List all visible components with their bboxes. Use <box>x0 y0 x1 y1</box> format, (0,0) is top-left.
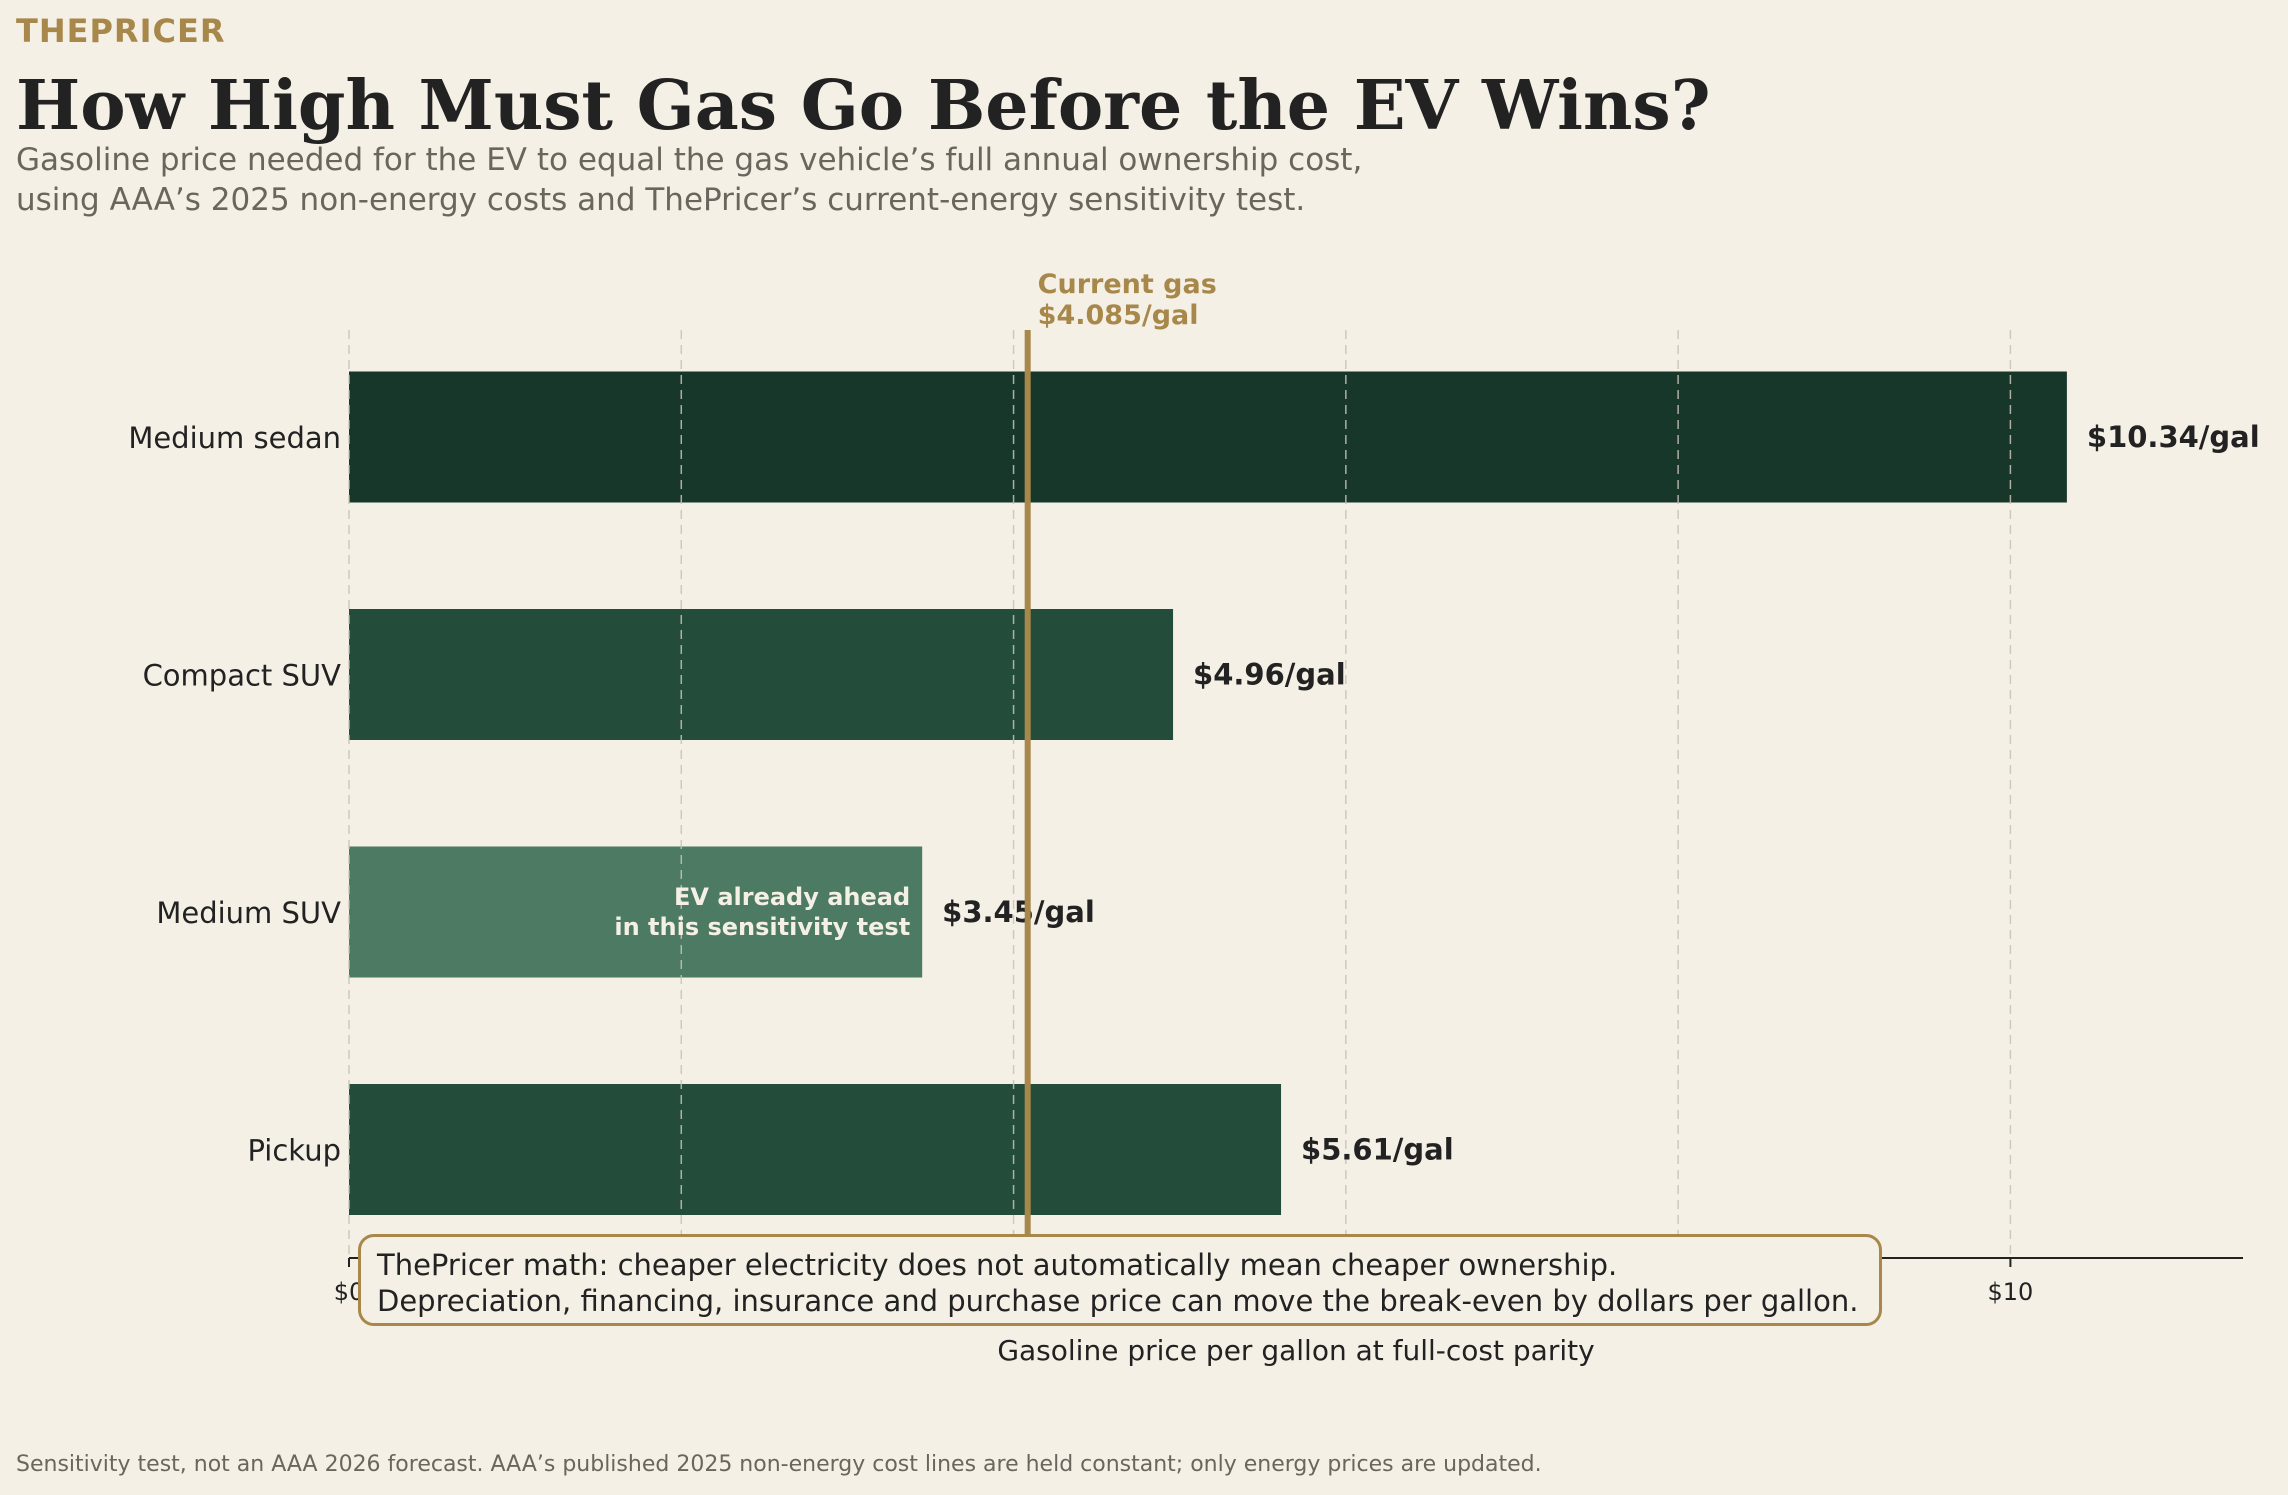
current-gas-label: Current gas <box>1038 269 1217 300</box>
category-label: Medium sedan <box>128 421 341 455</box>
value-label: $10.34/gal <box>2087 420 2260 454</box>
bar-annotation-line-2: in this sensitivity test <box>614 913 910 941</box>
brand-label: THEPRICER <box>16 12 226 50</box>
bar <box>349 1084 1282 1215</box>
category-label: Pickup <box>247 1134 341 1168</box>
value-label: $3.45/gal <box>942 895 1095 929</box>
callout-box: ThePricer math: cheaper electricity does… <box>358 1234 1882 1326</box>
value-label: $4.96/gal <box>1193 658 1346 692</box>
x-axis-label: Gasoline price per gallon at full-cost p… <box>997 1334 1594 1367</box>
x-tick-label: $10 <box>1987 1278 2033 1306</box>
bar <box>349 371 2067 503</box>
chart-subtitle: Gasoline price needed for the EV to equa… <box>16 140 1516 220</box>
category-label: Compact SUV <box>143 659 342 693</box>
current-gas-value: $4.085/gal <box>1038 300 1199 331</box>
category-label: Medium SUV <box>156 896 341 930</box>
value-label: $5.61/gal <box>1301 1133 1454 1167</box>
footnote: Sensitivity test, not an AAA 2026 foreca… <box>16 1452 1542 1477</box>
bar-annotation-line-1: EV already ahead <box>674 883 910 911</box>
subtitle-line-1: Gasoline price needed for the EV to equa… <box>16 142 1363 178</box>
chart-title: How High Must Gas Go Before the EV Wins? <box>16 66 1711 146</box>
bar <box>349 846 923 978</box>
subtitle-line-2: using AAA’s 2025 non-energy costs and Th… <box>16 182 1306 218</box>
callout-line-1: ThePricer math: cheaper electricity does… <box>377 1248 1618 1282</box>
bar <box>349 609 1174 740</box>
callout-line-2: Depreciation, financing, insurance and p… <box>377 1284 1859 1318</box>
